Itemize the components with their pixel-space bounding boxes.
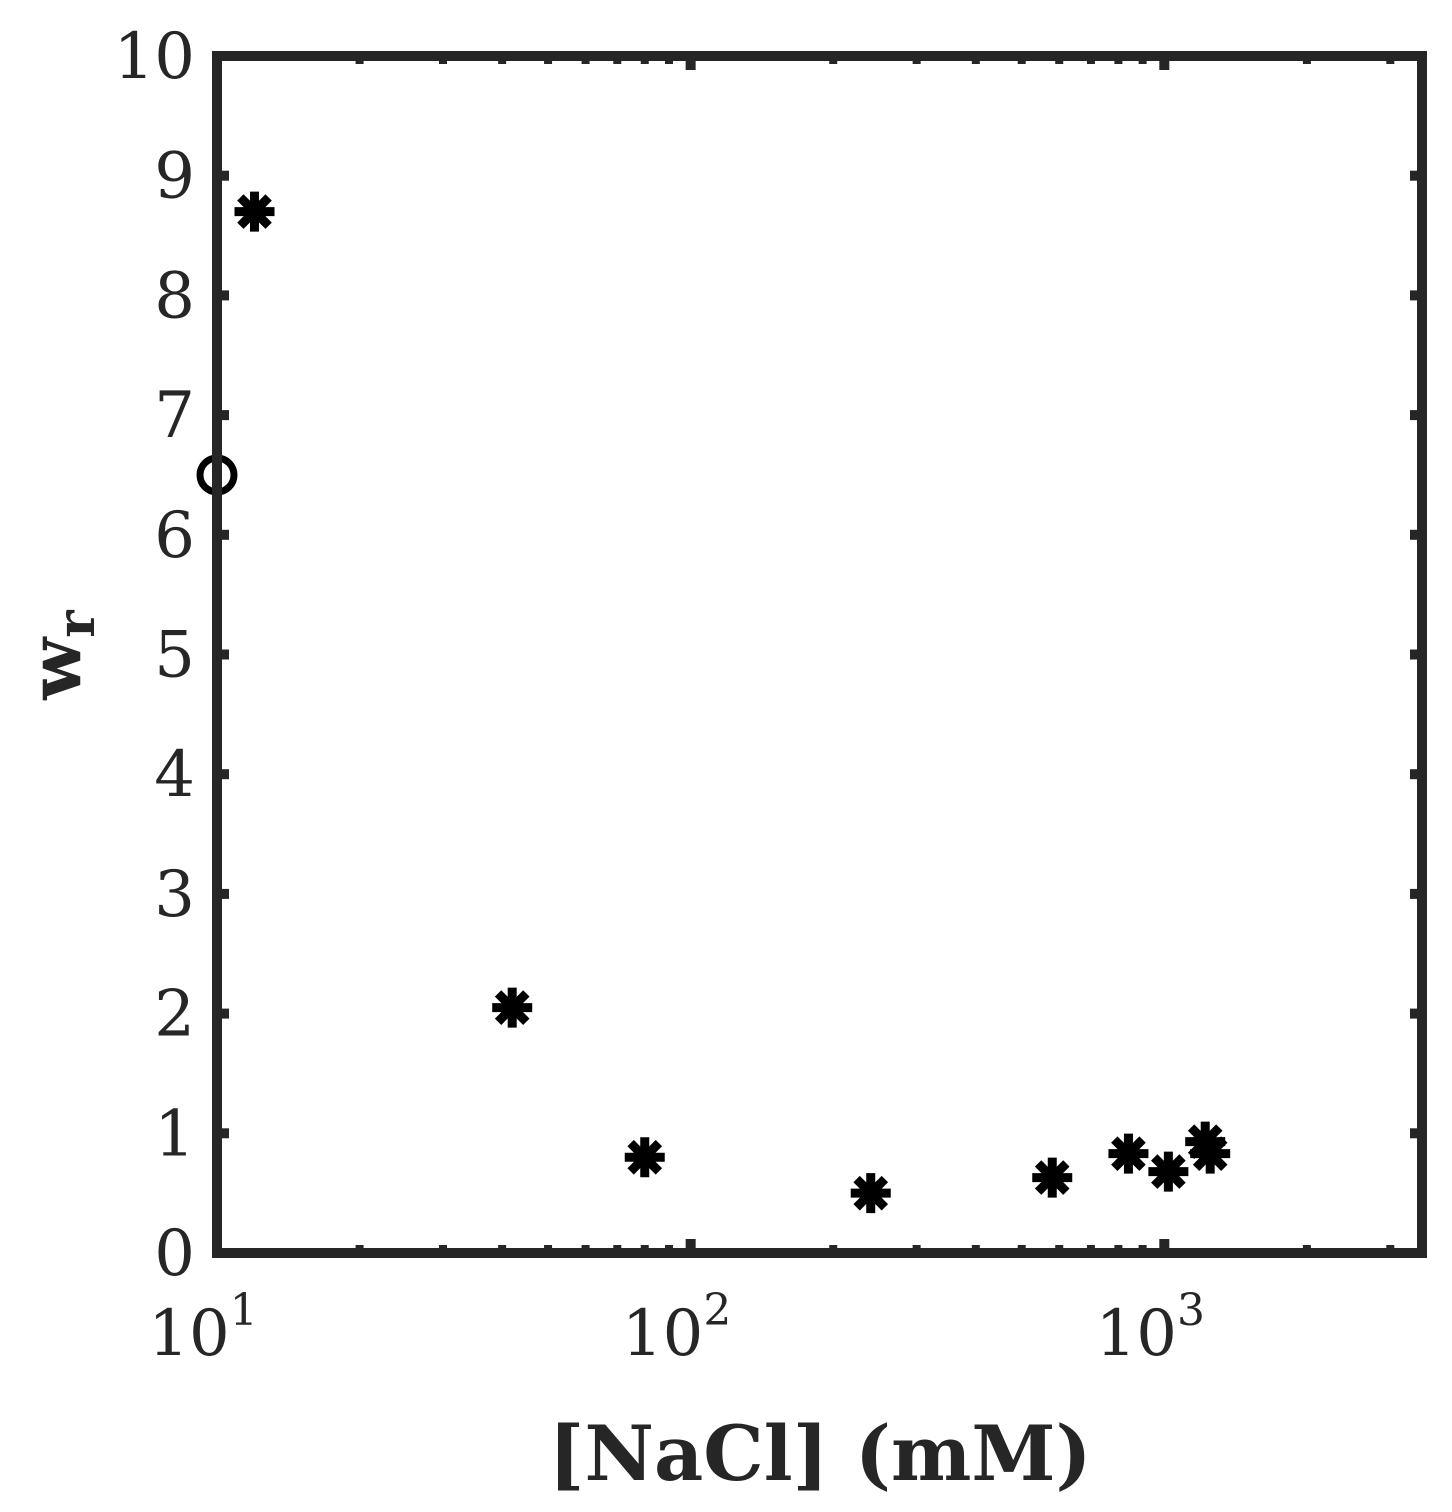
y-tick-label: 5 [154,619,195,693]
y-tick-label: 0 [154,1217,195,1291]
y-tick-label: 9 [154,140,195,214]
y-tick-label: 8 [154,259,195,333]
data-point-asterisk [1148,1151,1189,1192]
x-tick-label: 101 [148,1285,257,1371]
x-tick-label-exponent: 3 [1177,1285,1205,1336]
x-tick-label: 102 [622,1285,731,1371]
y-tick-label: 4 [154,738,195,812]
data-point-asterisk [1108,1133,1149,1174]
data-markers [196,191,1231,1214]
y-tick-label: 7 [154,379,195,453]
y-tick-label: 6 [154,499,195,573]
data-point-asterisk [1032,1157,1073,1198]
axes-box [212,51,1427,1258]
y-axis-title-subscript: r [46,610,107,638]
data-point-asterisk [492,987,533,1028]
data-point-asterisk [624,1137,665,1178]
plot-area [217,56,1422,1253]
y-axis-title: wr [12,610,107,701]
y-tick-label: 2 [154,978,195,1052]
x-tick-label-base: 10 [1096,1297,1177,1371]
x-ticks: 101 102 103 [148,56,1205,1371]
data-point-asterisk [234,191,275,232]
y-tick-label: 3 [154,858,195,932]
x-tick-label-base: 10 [622,1297,703,1371]
data-point-asterisk [850,1173,891,1214]
y-axis-title-base: w [12,636,97,701]
x-tick-label-exponent: 2 [703,1285,731,1336]
x-tick-label: 103 [1096,1285,1205,1371]
y-ticks: 0 1 2 3 4 5 6 7 8 9 10 [114,20,1422,1291]
x-tick-label-base: 10 [148,1297,229,1371]
x-tick-label-exponent: 1 [230,1285,258,1336]
x-axis-title: [NaCl] (mM) [549,1409,1092,1498]
y-tick-label: 1 [154,1097,195,1171]
y-tick-label: 10 [114,20,195,94]
data-point-asterisk [1190,1133,1231,1174]
